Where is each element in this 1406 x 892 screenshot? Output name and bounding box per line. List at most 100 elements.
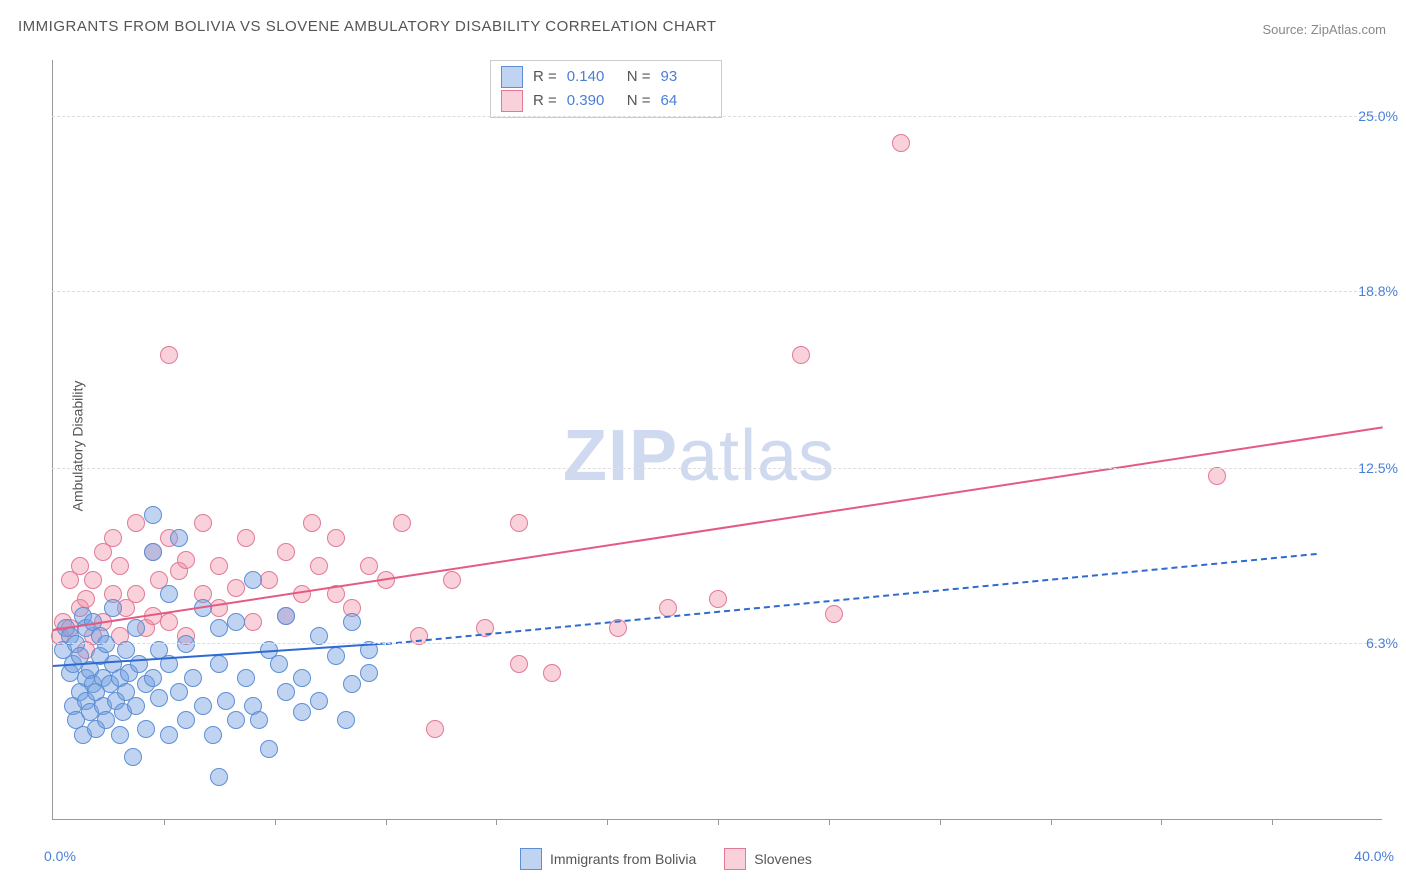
scatter-point-series2 [210, 557, 228, 575]
n-label: N = [627, 89, 651, 113]
x-axis-min-label: 0.0% [44, 848, 76, 864]
scatter-point-series1 [170, 529, 188, 547]
scatter-point-series2 [104, 529, 122, 547]
scatter-point-series2 [543, 664, 561, 682]
scatter-point-series1 [111, 726, 129, 744]
plot-area: ZIPatlas [52, 60, 1382, 820]
scatter-point-series1 [160, 585, 178, 603]
correlation-stats-box: R = 0.140 N = 93 R = 0.390 N = 64 [490, 60, 722, 118]
scatter-point-series1 [204, 726, 222, 744]
x-tick [1272, 819, 1273, 825]
scatter-point-series1 [150, 689, 168, 707]
scatter-point-series1 [127, 697, 145, 715]
gridline [52, 116, 1382, 117]
scatter-point-series2 [160, 346, 178, 364]
bottom-legend: Immigrants from Bolivia Slovenes [520, 848, 812, 870]
scatter-point-series2 [709, 590, 727, 608]
scatter-point-series2 [792, 346, 810, 364]
scatter-point-series1 [343, 675, 361, 693]
scatter-point-series2 [360, 557, 378, 575]
x-tick [496, 819, 497, 825]
n-value-series1: 93 [661, 65, 711, 89]
y-tick-label: 25.0% [1358, 108, 1398, 124]
scatter-point-series1 [227, 613, 245, 631]
scatter-point-series2 [160, 613, 178, 631]
scatter-point-series1 [210, 655, 228, 673]
scatter-point-series2 [510, 655, 528, 673]
scatter-point-series1 [293, 703, 311, 721]
scatter-point-series2 [244, 613, 262, 631]
scatter-point-series1 [97, 635, 115, 653]
y-tick-label: 12.5% [1358, 460, 1398, 476]
r-label: R = [533, 65, 557, 89]
scatter-point-series2 [1208, 467, 1226, 485]
scatter-point-series2 [892, 134, 910, 152]
chart-title: IMMIGRANTS FROM BOLIVIA VS SLOVENE AMBUL… [18, 18, 717, 35]
scatter-point-series1 [160, 726, 178, 744]
scatter-point-series1 [250, 711, 268, 729]
scatter-point-series1 [277, 607, 295, 625]
scatter-point-series1 [97, 711, 115, 729]
scatter-point-series1 [244, 571, 262, 589]
x-tick [1161, 819, 1162, 825]
scatter-point-series2 [426, 720, 444, 738]
scatter-point-series1 [210, 768, 228, 786]
scatter-point-series2 [127, 585, 145, 603]
y-tick-label: 18.8% [1358, 283, 1398, 299]
scatter-point-series1 [177, 635, 195, 653]
scatter-point-series2 [277, 543, 295, 561]
r-label: R = [533, 89, 557, 113]
x-tick [718, 819, 719, 825]
scatter-point-series2 [510, 514, 528, 532]
legend-label-series1: Immigrants from Bolivia [550, 851, 696, 867]
scatter-point-series1 [360, 664, 378, 682]
scatter-point-series1 [104, 599, 122, 617]
x-axis-max-label: 40.0% [1354, 848, 1394, 864]
x-tick [275, 819, 276, 825]
swatch-series1 [520, 848, 542, 870]
swatch-series2 [724, 848, 746, 870]
legend-item-series1: Immigrants from Bolivia [520, 848, 696, 870]
gridline [52, 291, 1382, 292]
scatter-point-series2 [310, 557, 328, 575]
y-tick-label: 6.3% [1366, 635, 1398, 651]
x-tick [164, 819, 165, 825]
scatter-point-series2 [71, 557, 89, 575]
x-tick [829, 819, 830, 825]
scatter-point-series1 [184, 669, 202, 687]
scatter-point-series2 [303, 514, 321, 532]
stats-row-series1: R = 0.140 N = 93 [501, 65, 711, 89]
scatter-point-series1 [337, 711, 355, 729]
scatter-point-series1 [144, 669, 162, 687]
n-value-series2: 64 [661, 89, 711, 113]
legend-label-series2: Slovenes [754, 851, 812, 867]
scatter-point-series1 [327, 647, 345, 665]
x-tick [607, 819, 608, 825]
x-tick [386, 819, 387, 825]
swatch-series1 [501, 66, 523, 88]
source-attribution: Source: ZipAtlas.com [1262, 22, 1386, 37]
scatter-point-series1 [144, 543, 162, 561]
scatter-point-series2 [327, 529, 345, 547]
gridline [52, 468, 1382, 469]
scatter-point-series1 [124, 748, 142, 766]
legend-item-series2: Slovenes [724, 848, 812, 870]
scatter-point-series2 [227, 579, 245, 597]
r-value-series2: 0.390 [567, 89, 617, 113]
scatter-point-series1 [270, 655, 288, 673]
scatter-point-series1 [127, 619, 145, 637]
gridline [52, 643, 1382, 644]
scatter-point-series1 [237, 669, 255, 687]
scatter-point-series1 [194, 697, 212, 715]
scatter-point-series2 [825, 605, 843, 623]
scatter-point-series1 [170, 683, 188, 701]
scatter-point-series1 [277, 683, 295, 701]
scatter-point-series2 [194, 514, 212, 532]
scatter-point-series1 [293, 669, 311, 687]
scatter-point-series1 [260, 740, 278, 758]
scatter-point-series2 [443, 571, 461, 589]
scatter-point-series2 [237, 529, 255, 547]
x-tick [940, 819, 941, 825]
scatter-point-series1 [137, 720, 155, 738]
swatch-series2 [501, 90, 523, 112]
